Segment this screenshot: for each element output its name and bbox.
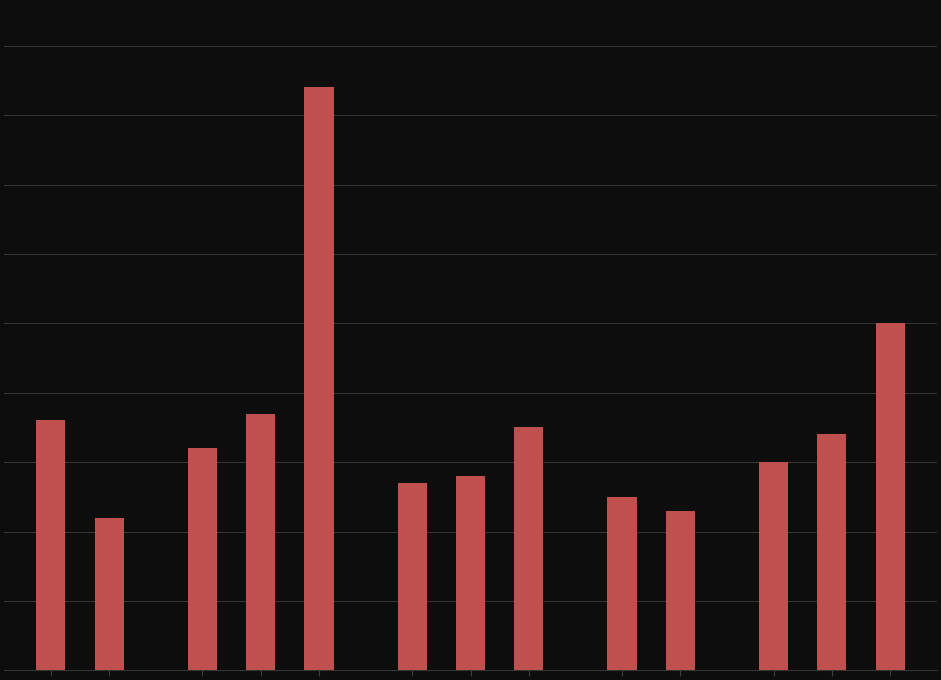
Bar xyxy=(514,428,543,670)
Bar xyxy=(759,462,789,670)
Bar xyxy=(818,435,847,670)
Bar xyxy=(94,517,123,670)
Bar xyxy=(304,88,333,670)
Bar xyxy=(36,420,65,670)
Bar xyxy=(608,497,637,670)
Bar xyxy=(456,476,485,670)
Bar xyxy=(398,483,427,670)
Bar xyxy=(876,324,905,670)
Bar xyxy=(666,511,694,670)
Bar xyxy=(247,413,275,670)
Bar xyxy=(188,448,217,670)
